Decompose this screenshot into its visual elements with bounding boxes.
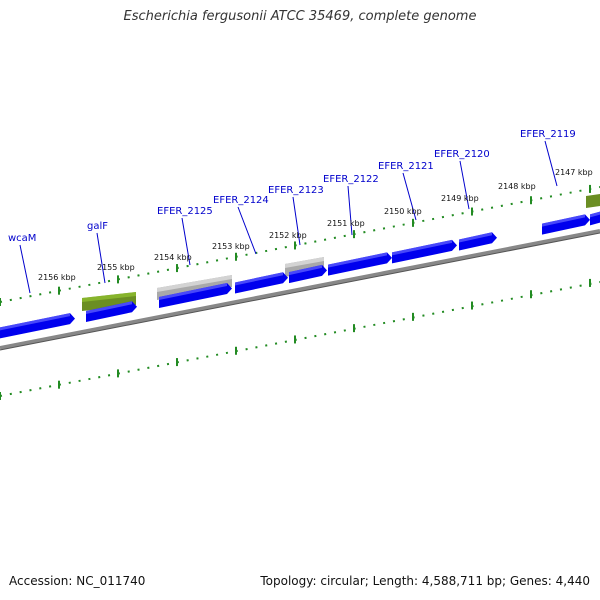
cds-arrow [328,252,392,276]
gene-label: EFER_2119 [520,129,576,140]
cds-arrow [459,232,497,251]
gene-leader-line [544,140,558,187]
kbp-tick-label: 2150 kbp [384,207,422,216]
gene-label: EFER_2120 [434,149,490,160]
gene-label: EFER_2123 [268,185,324,196]
map-title: Escherichia fergusonii ATCC 35469, compl… [123,9,477,24]
genome-summary-text: Topology: circular; Length: 4,588,711 bp… [260,574,590,588]
cds-arrow [235,272,288,294]
gene-leader-line [181,217,191,266]
cds-arrow [590,211,600,226]
gene-label: EFER_2124 [213,195,269,206]
kbp-tick-label: 2149 kbp [441,194,479,203]
cds-arrow [159,283,232,309]
gene-leader-line [96,232,106,284]
gene-leader-line [347,185,353,236]
cds-arrow [392,239,457,264]
genome-backbone [0,229,600,350]
gene-label: galF [87,221,108,232]
kbp-tick-label: 2147 kbp [555,168,593,177]
kbp-tick-label: 2152 kbp [269,231,307,240]
gene-label: wcaM [8,233,36,244]
gene-label: EFER_2125 [157,206,213,217]
gene-leader-line [402,172,417,221]
gene-leader-line [19,244,31,294]
rna-gene-2119-lane [586,194,600,208]
gene-leader-line [237,206,257,255]
kbp-tick-label: 2154 kbp [154,253,192,262]
kbp-tick-label: 2151 kbp [327,219,365,228]
kbp-tick-label: 2148 kbp [498,182,536,191]
gene-label: EFER_2122 [323,174,379,185]
gene-leader-line [459,160,470,210]
outer-ruler [0,186,600,303]
gene-leader-line [292,196,301,246]
cds-arrow [289,264,327,284]
cds-arrow [86,301,137,323]
gene-label: EFER_2121 [378,161,434,172]
kbp-tick-label: 2153 kbp [212,242,250,251]
kbp-tick-label: 2156 kbp [38,273,76,282]
inner-ruler [0,281,600,397]
kbp-tick-label: 2155 kbp [97,263,135,272]
cds-arrow [542,214,590,235]
accession-text: Accession: NC_011740 [9,574,146,588]
cds-arrow [0,313,75,339]
